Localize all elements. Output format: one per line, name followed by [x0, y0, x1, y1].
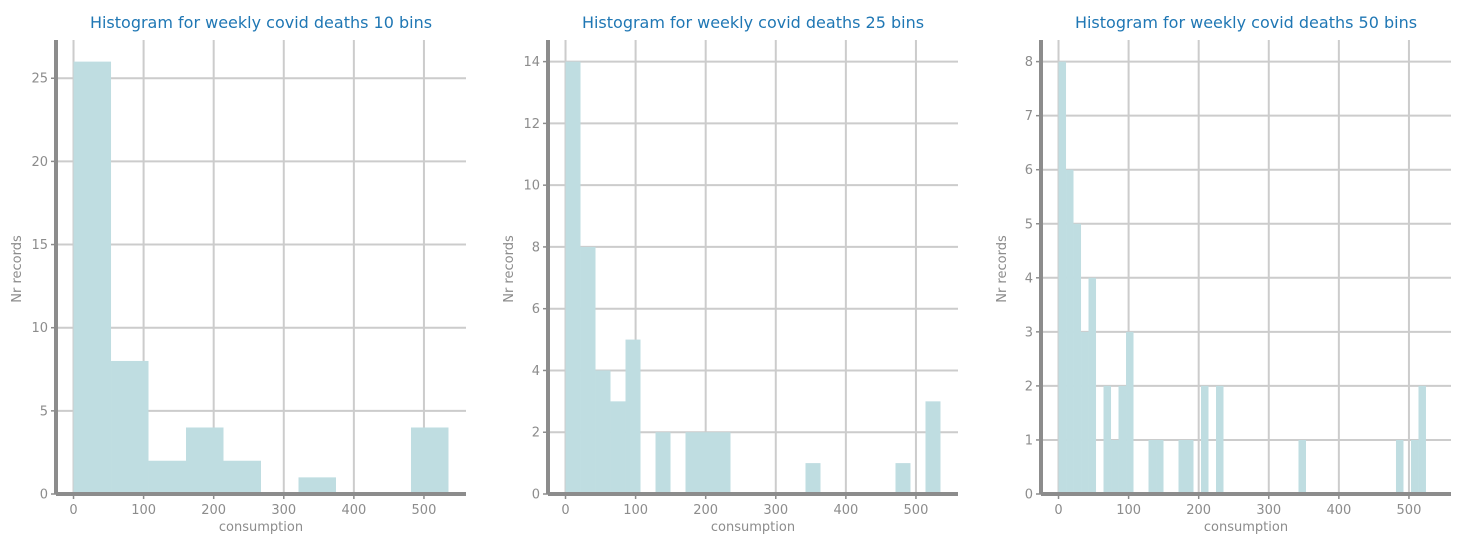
- x-tick-label: 100: [623, 503, 648, 518]
- x-tick-label: 300: [1256, 503, 1281, 518]
- y-tick-label: 8: [1025, 55, 1033, 70]
- x-tick-label: 300: [763, 503, 788, 518]
- histogram-bar: [895, 463, 911, 494]
- y-tick-label: 8: [532, 240, 540, 255]
- y-tick-label: 20: [31, 155, 48, 170]
- y-tick-label: 0: [532, 488, 540, 503]
- histogram-bar: [625, 339, 641, 494]
- histogram-bar: [223, 460, 261, 494]
- histogram-panel-2: 0 100 200 300 400 500 0 2 4 6 8 10 12 14 Histogram for…: [502, 13, 958, 535]
- y-tick-label: 4: [1025, 271, 1033, 286]
- chart-title: Histogram for weekly covid deaths 25 bin…: [582, 13, 924, 32]
- histogram-bar: [715, 432, 731, 494]
- y-tick-label: 12: [523, 117, 540, 132]
- y-tick-label: 0: [1025, 488, 1033, 503]
- x-tick-label: 0: [69, 503, 77, 518]
- histogram-bar: [655, 432, 671, 494]
- y-tick-label: 1: [1025, 433, 1033, 448]
- y-tick-label: 5: [1025, 217, 1033, 232]
- chart-title: Histogram for weekly covid deaths 10 bin…: [90, 13, 432, 32]
- histogram-bar: [925, 401, 941, 494]
- y-tick-label: 15: [31, 238, 48, 253]
- y-tick-label: 10: [523, 179, 540, 194]
- y-tick-label: 5: [40, 404, 48, 419]
- x-tick-label: 500: [412, 503, 437, 518]
- histogram-bar: [1178, 439, 1187, 494]
- histogram-bar: [410, 427, 449, 494]
- x-tick-label: 0: [561, 503, 569, 518]
- x-axis-label: consumption: [219, 520, 303, 535]
- x-tick-label: 500: [904, 503, 929, 518]
- histogram-bar: [1073, 223, 1082, 494]
- histogram-bar: [1148, 439, 1157, 494]
- x-tick-label: 400: [1326, 503, 1351, 518]
- x-tick-label: 200: [1186, 503, 1211, 518]
- histogram-bar: [580, 246, 596, 494]
- histogram-bar: [1081, 331, 1089, 494]
- x-tick-label: 0: [1054, 503, 1062, 518]
- x-axis-label: consumption: [1204, 520, 1288, 535]
- histogram-bar: [298, 477, 336, 494]
- histogram-bar: [111, 360, 149, 494]
- histogram-bar: [1216, 385, 1224, 494]
- histogram-bar: [685, 432, 701, 494]
- histogram-bar: [73, 61, 112, 494]
- histogram-bar: [595, 370, 611, 494]
- x-tick-label: 100: [1116, 503, 1141, 518]
- histogram-bar: [1298, 439, 1306, 494]
- histogram-bar: [1418, 385, 1426, 494]
- x-tick-label: 400: [341, 503, 366, 518]
- histogram-bar: [1066, 169, 1074, 494]
- x-tick-label: 400: [833, 503, 858, 518]
- histogram-bar: [148, 460, 187, 494]
- y-tick-label: 0: [40, 488, 48, 503]
- histogram-bar: [610, 401, 626, 494]
- histogram-bar: [700, 432, 716, 494]
- histogram-bar: [186, 427, 224, 494]
- x-tick-label: 200: [201, 503, 226, 518]
- x-tick-label: 500: [1397, 503, 1422, 518]
- histogram-bar: [1103, 385, 1112, 494]
- histogram-panel-3: 0 100 200 300 400 500 0 1 2 3 4 5 6 7 8 Histogram for w…: [995, 13, 1451, 535]
- histogram-bar: [565, 61, 581, 494]
- chart-title: Histogram for weekly covid deaths 50 bin…: [1075, 13, 1417, 32]
- y-axis-label: Nr records: [502, 235, 517, 303]
- y-tick-label: 2: [1025, 379, 1033, 394]
- histogram-bar: [1156, 439, 1164, 494]
- histogram-bar: [805, 463, 821, 494]
- x-tick-label: 200: [693, 503, 718, 518]
- histogram-bar: [1118, 385, 1127, 494]
- histogram-panel-1: 0 100 200 300 400 500 0 5 10 15 20 25 Histogram for …: [10, 13, 466, 535]
- y-tick-label: 4: [532, 364, 540, 379]
- y-tick-label: 2: [532, 426, 540, 441]
- x-axis-label: consumption: [711, 520, 795, 535]
- histogram-bar: [1186, 439, 1194, 494]
- histogram-bar: [1058, 61, 1067, 494]
- histogram-bar: [1111, 439, 1119, 494]
- histogram-bar: [1395, 439, 1404, 494]
- x-tick-label: 100: [131, 503, 156, 518]
- histogram-bar: [1410, 439, 1419, 494]
- y-tick-label: 6: [532, 302, 540, 317]
- y-tick-label: 25: [31, 72, 48, 87]
- y-tick-label: 7: [1025, 109, 1033, 124]
- y-axis-label: Nr records: [995, 235, 1010, 303]
- y-tick-label: 3: [1025, 325, 1033, 340]
- histogram-bar: [1088, 277, 1097, 494]
- y-axis-label: Nr records: [10, 235, 25, 303]
- y-tick-label: 10: [31, 321, 48, 336]
- histogram-bar: [1126, 331, 1134, 494]
- x-tick-label: 300: [271, 503, 296, 518]
- y-tick-label: 14: [523, 55, 540, 70]
- histogram-bar: [1201, 385, 1209, 494]
- y-tick-label: 6: [1025, 163, 1033, 178]
